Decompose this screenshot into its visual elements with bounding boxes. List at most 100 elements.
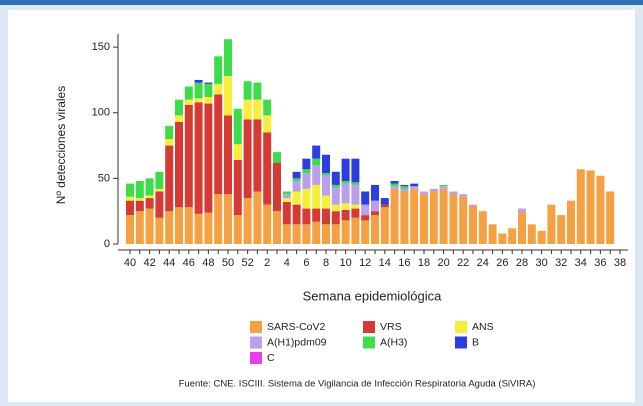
bar-segment bbox=[224, 39, 232, 76]
bar-segment bbox=[194, 213, 203, 244]
bar-segment bbox=[282, 224, 291, 244]
bar-segment bbox=[341, 158, 350, 181]
bar-segment bbox=[145, 178, 154, 196]
bar-segment bbox=[175, 115, 183, 122]
bar-segment bbox=[165, 211, 174, 244]
legend-label: ANS bbox=[472, 321, 494, 333]
bar-segment bbox=[312, 158, 321, 166]
x-tick-label: 8 bbox=[323, 257, 329, 269]
bar-segment bbox=[126, 215, 134, 244]
bar-segment bbox=[282, 191, 291, 195]
bar-segment bbox=[184, 104, 193, 208]
bar-segment bbox=[135, 200, 144, 212]
bar-segment bbox=[135, 211, 144, 244]
bar-segment bbox=[194, 102, 203, 214]
x-tick-label: 52 bbox=[241, 257, 253, 269]
bar-segment bbox=[361, 215, 370, 221]
header-strip bbox=[0, 0, 643, 5]
bar-segment bbox=[233, 160, 242, 216]
bar-segment bbox=[420, 191, 428, 195]
legend-swatch bbox=[363, 321, 375, 333]
bar-segment bbox=[155, 171, 164, 189]
bar-segment bbox=[243, 119, 252, 199]
bar-segment bbox=[282, 198, 291, 202]
bar-segment bbox=[331, 211, 340, 225]
bar-segment bbox=[400, 188, 409, 192]
bar-segment bbox=[312, 145, 321, 159]
bar-segment bbox=[302, 188, 311, 209]
bar-segment bbox=[126, 200, 134, 216]
legend-swatch bbox=[250, 321, 262, 333]
bar-segment bbox=[135, 198, 144, 201]
bar-segment bbox=[331, 171, 340, 185]
bar-segment bbox=[351, 217, 360, 244]
bar-segment bbox=[439, 188, 448, 244]
bar-segment bbox=[312, 184, 321, 209]
x-tick-label: 22 bbox=[457, 257, 469, 269]
bar-segment bbox=[459, 194, 468, 197]
bar-segment bbox=[184, 207, 193, 244]
bar-segment bbox=[292, 171, 301, 179]
x-tick-label: 46 bbox=[183, 257, 195, 269]
legend-label: C bbox=[267, 352, 275, 364]
bar-segment bbox=[351, 182, 360, 185]
x-axis-title: Semana epidemiológica bbox=[303, 288, 443, 303]
bar-segment bbox=[547, 204, 556, 244]
bar-segment bbox=[606, 191, 615, 244]
legend-label: SARS-CoV2 bbox=[267, 321, 326, 333]
bar-segment bbox=[302, 173, 311, 189]
bar-segment bbox=[145, 208, 154, 244]
bar-segment bbox=[155, 188, 164, 192]
bar-segment bbox=[292, 224, 301, 244]
bar-segment bbox=[204, 97, 213, 104]
bar-segment bbox=[371, 184, 379, 201]
bar-segment bbox=[233, 108, 242, 145]
bar-segment bbox=[302, 208, 311, 225]
bar-segment bbox=[459, 196, 468, 244]
legend-label: A(H1)pdm09 bbox=[267, 336, 327, 348]
bar-segment bbox=[224, 76, 232, 116]
x-tick-label: 42 bbox=[143, 257, 155, 269]
bar-segment bbox=[537, 230, 546, 244]
y-tick-label: 50 bbox=[98, 172, 110, 184]
bar-segment bbox=[175, 99, 183, 116]
bar-segment bbox=[331, 184, 340, 188]
bar-segment bbox=[214, 94, 223, 195]
x-tick-label: 14 bbox=[379, 257, 391, 269]
bar-segment bbox=[302, 169, 311, 174]
bar-segment bbox=[322, 224, 330, 244]
bar-segment bbox=[155, 217, 164, 244]
legend-swatch bbox=[363, 336, 375, 349]
bar-segment bbox=[194, 98, 203, 103]
source: Fuente: CNE. ISCIII. Sistema de Vigilanc… bbox=[179, 379, 536, 390]
bar-segment bbox=[410, 183, 419, 187]
bar-segment bbox=[204, 103, 213, 213]
bar-segment bbox=[253, 82, 262, 100]
legend-swatch bbox=[455, 321, 467, 333]
x-tick-label: 4 bbox=[284, 257, 290, 269]
bar-segment bbox=[224, 115, 232, 195]
bar-segment bbox=[322, 195, 330, 209]
bar-segment bbox=[243, 81, 252, 100]
bar-segment bbox=[508, 228, 517, 244]
bar-segment bbox=[233, 144, 242, 160]
bar-segment bbox=[390, 186, 399, 189]
bar-segment bbox=[273, 211, 281, 244]
bar-segment bbox=[331, 204, 340, 212]
bar-segment bbox=[576, 169, 585, 244]
x-tick-label: 20 bbox=[437, 257, 449, 269]
x-tick-label: 12 bbox=[359, 257, 371, 269]
x-tick-label: 38 bbox=[614, 257, 626, 269]
x-tick-label: 18 bbox=[418, 257, 430, 269]
bar-segment bbox=[351, 158, 360, 183]
bar-segment bbox=[518, 208, 526, 213]
bar-segment bbox=[351, 204, 360, 209]
bar-segment bbox=[292, 204, 301, 225]
bar-segment bbox=[126, 183, 134, 197]
bar-segment bbox=[214, 83, 223, 95]
bar-segment bbox=[253, 99, 262, 120]
bar-segment bbox=[341, 209, 350, 221]
bar-segment bbox=[380, 198, 389, 205]
legend-label: A(H3) bbox=[380, 336, 407, 348]
bar-segment bbox=[165, 139, 174, 146]
